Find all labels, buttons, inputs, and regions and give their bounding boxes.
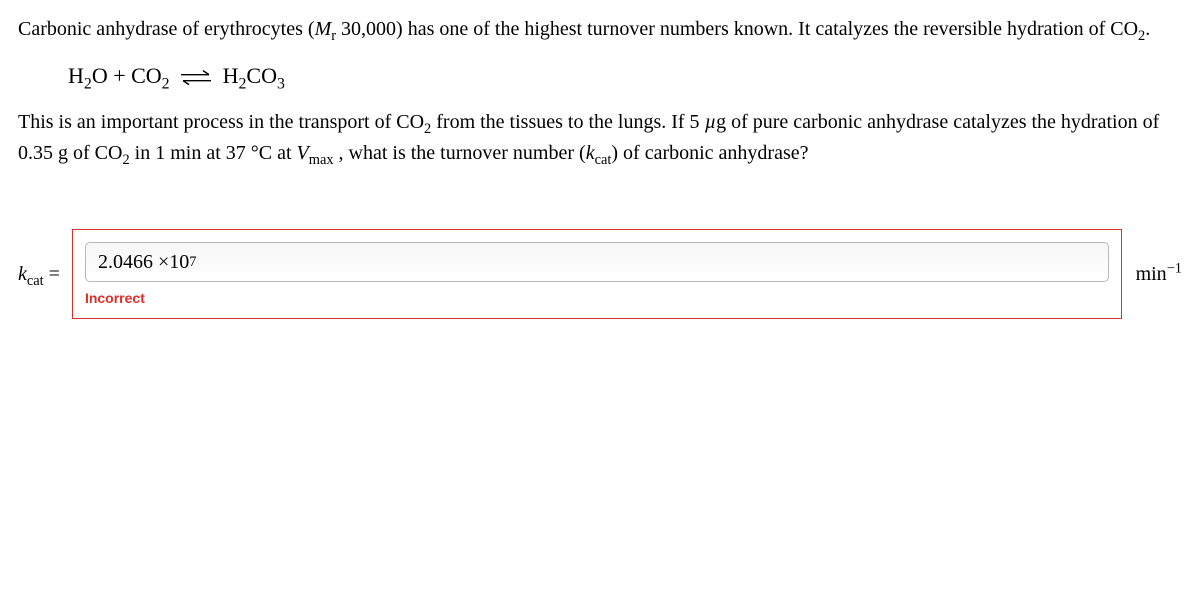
answer-times-ten: ×10: [158, 247, 189, 278]
kcat-subscript: cat: [27, 273, 44, 289]
answer-input[interactable]: 2.0466 ×107: [85, 242, 1109, 282]
problem-paragraph-1: Carbonic anhydrase of erythrocytes (Mr 3…: [18, 14, 1182, 45]
answer-mantissa: 2.0466: [98, 247, 153, 278]
kcat-subscript: cat: [595, 152, 612, 168]
text: .: [1145, 18, 1150, 40]
kcat-symbol: k: [18, 263, 27, 285]
kcat-symbol: k: [586, 142, 595, 164]
eq-sub: 2: [84, 75, 92, 92]
mr-symbol: M: [315, 18, 332, 40]
mu-symbol: µ: [705, 111, 717, 133]
co2-subscript: 2: [122, 152, 129, 168]
text: in 1 min at 37 °C at: [130, 142, 297, 164]
equilibrium-arrows-icon: [179, 67, 213, 89]
answer-unit: min−1: [1136, 259, 1182, 290]
answer-box: 2.0466 ×107 Incorrect: [72, 229, 1122, 319]
unit-exponent: −1: [1167, 260, 1182, 276]
unit-base: min: [1136, 263, 1167, 285]
vmax-symbol: V: [297, 142, 309, 164]
answer-region: kcat = 2.0466 ×107 Incorrect min−1: [18, 229, 1182, 319]
text: ) of carbonic anhydrase?: [611, 142, 808, 164]
answer-variable-label: kcat =: [18, 259, 60, 290]
eq-lhs: H: [68, 63, 84, 88]
vmax-subscript: max: [309, 152, 334, 168]
reaction-equation: H2O + CO2 H2CO3: [68, 59, 1182, 93]
eq-rhs: CO: [246, 63, 277, 88]
problem-paragraph-2: This is an important process in the tran…: [18, 107, 1182, 169]
text: 30,000) has one of the highest turnover …: [336, 18, 1138, 40]
text: Carbonic anhydrase of erythrocytes (: [18, 18, 315, 40]
equals-sign: =: [44, 263, 60, 285]
text: from the tissues to the lungs. If 5: [431, 111, 704, 133]
eq-sub: 3: [277, 75, 285, 92]
feedback-label: Incorrect: [85, 288, 145, 310]
eq-sub: 2: [162, 75, 170, 92]
text: This is an important process in the tran…: [18, 111, 424, 133]
eq-rhs: H: [223, 63, 239, 88]
text: , what is the turnover number (: [334, 142, 586, 164]
eq-lhs: O + CO: [92, 63, 162, 88]
